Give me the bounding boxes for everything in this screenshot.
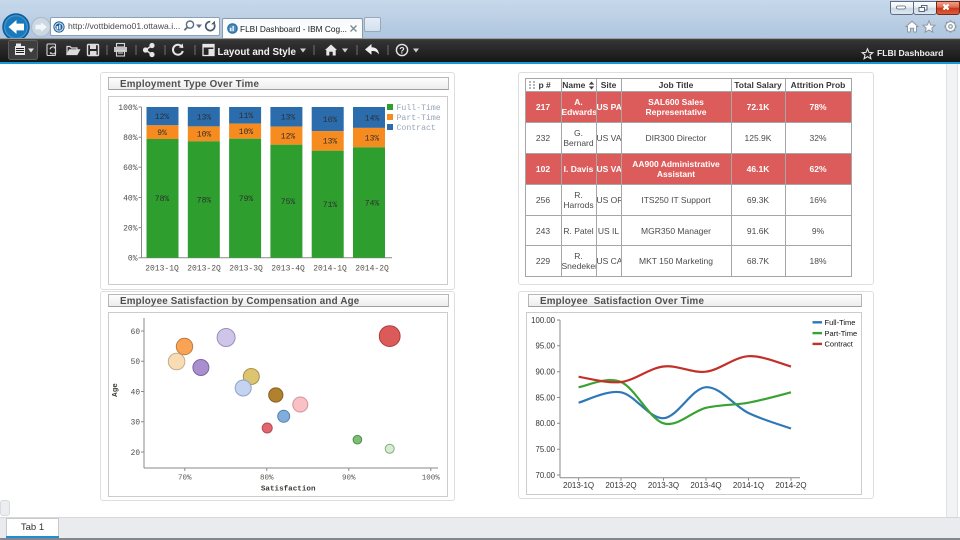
svg-text:75.00: 75.00: [535, 445, 555, 454]
svg-text:79%: 79%: [239, 195, 254, 204]
svg-text:13%: 13%: [323, 138, 338, 147]
svg-text:60%: 60%: [123, 164, 138, 173]
svg-text:71%: 71%: [323, 201, 338, 210]
svg-text:Full-Time: Full-Time: [825, 318, 856, 327]
svg-text:40%: 40%: [123, 194, 138, 203]
svg-text:12%: 12%: [155, 113, 170, 122]
svg-text:2013-3Q: 2013-3Q: [648, 481, 679, 490]
svg-text:78%: 78%: [155, 195, 170, 204]
svg-text:2013-4Q: 2013-4Q: [690, 481, 721, 490]
svg-text:85.00: 85.00: [535, 393, 555, 402]
svg-text:Full-Time: Full-Time: [397, 103, 441, 113]
svg-text:70%: 70%: [178, 475, 192, 483]
svg-text:9%: 9%: [157, 129, 167, 138]
svg-text:2014-2Q: 2014-2Q: [775, 481, 806, 490]
svg-text:Satisfaction: Satisfaction: [261, 486, 316, 494]
svg-text:10%: 10%: [239, 128, 254, 137]
svg-text:2013-3Q: 2013-3Q: [229, 265, 263, 274]
svg-text:90%: 90%: [342, 475, 356, 483]
svg-text:78%: 78%: [197, 196, 212, 205]
svg-text:74%: 74%: [365, 199, 380, 208]
svg-text:50: 50: [131, 359, 141, 367]
svg-text:100%: 100%: [118, 104, 137, 113]
svg-text:80%: 80%: [260, 475, 274, 483]
svg-text:2014-1Q: 2014-1Q: [313, 265, 347, 274]
svg-text:2014-2Q: 2014-2Q: [355, 265, 389, 274]
svg-text:70.00: 70.00: [535, 471, 555, 480]
svg-text:Part-Time: Part-Time: [397, 113, 441, 123]
svg-text:2014-1Q: 2014-1Q: [733, 481, 764, 490]
svg-text:?: ?: [399, 45, 405, 55]
svg-text:Contract: Contract: [397, 124, 436, 133]
svg-text:2013-2Q: 2013-2Q: [605, 481, 636, 490]
svg-text:11%: 11%: [239, 112, 254, 121]
svg-text:2013-4Q: 2013-4Q: [271, 265, 305, 274]
svg-text:Age: Age: [112, 383, 120, 397]
svg-text:20%: 20%: [123, 224, 138, 233]
svg-text:80.00: 80.00: [535, 419, 555, 428]
svg-text:100%: 100%: [422, 475, 441, 483]
svg-text:75%: 75%: [281, 198, 296, 207]
svg-text:60: 60: [131, 329, 141, 337]
svg-text:14%: 14%: [365, 114, 380, 123]
svg-text:13%: 13%: [281, 114, 296, 123]
svg-text:13%: 13%: [197, 114, 212, 123]
svg-text:95.00: 95.00: [535, 342, 555, 351]
svg-text:13%: 13%: [365, 134, 380, 143]
svg-text:20: 20: [131, 450, 141, 458]
svg-text:0%: 0%: [128, 255, 138, 264]
svg-text:2013-1Q: 2013-1Q: [563, 481, 594, 490]
svg-text:2013-2Q: 2013-2Q: [187, 265, 221, 274]
svg-text:80%: 80%: [123, 134, 138, 143]
svg-text:90.00: 90.00: [535, 368, 555, 377]
svg-text:2013-1Q: 2013-1Q: [145, 265, 179, 274]
svg-text:10%: 10%: [197, 131, 212, 140]
svg-text:100.00: 100.00: [531, 316, 556, 325]
svg-text:16%: 16%: [323, 116, 338, 125]
svg-text:Contract: Contract: [825, 340, 854, 349]
svg-text:40: 40: [131, 389, 141, 397]
svg-text:30: 30: [131, 420, 141, 428]
svg-text:Part-Time: Part-Time: [825, 329, 858, 338]
svg-text:12%: 12%: [281, 133, 296, 142]
